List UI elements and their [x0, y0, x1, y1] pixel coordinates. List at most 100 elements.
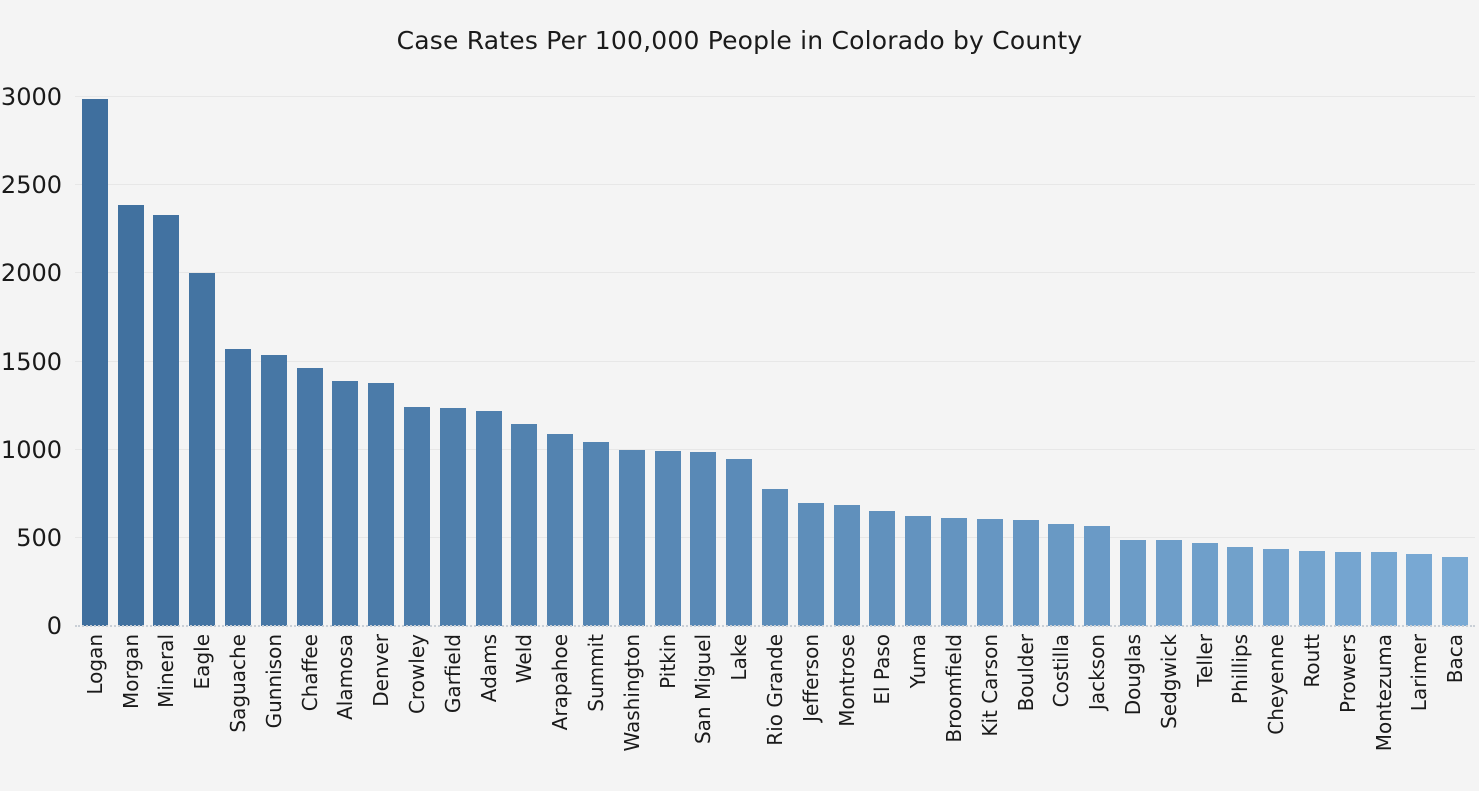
bar-column-montezuma: Montezuma — [1366, 97, 1402, 751]
x-tick: Prowers — [1336, 634, 1360, 713]
x-tick-label: Summit — [584, 634, 609, 712]
x-tick: Logan — [82, 634, 107, 695]
x-tick: Phillips — [1228, 634, 1252, 704]
x-tick: Jefferson — [798, 634, 823, 722]
bar-column-eagle: Eagle — [184, 97, 220, 689]
x-tick-label: Denver — [369, 634, 394, 707]
bar — [1084, 525, 1111, 626]
y-tick-label-3000: 3000 — [0, 83, 62, 111]
bar-column-arapahoe: Arapahoe — [542, 97, 578, 730]
plot-area: Logan Morgan Mineral Eagle Saguache Gunnison C… — [75, 96, 1475, 752]
x-tick-label: Yuma — [906, 634, 931, 689]
bar-column-cheyenne: Cheyenne — [1258, 97, 1294, 735]
bar-column-phillips: Phillips — [1223, 97, 1259, 704]
bar-column-baca: Baca — [1437, 97, 1473, 683]
x-tick-label: Chaffee — [297, 634, 322, 712]
gridline-2500 — [75, 184, 1475, 186]
bar-column-gunnison: Gunnison — [256, 97, 292, 728]
bar — [225, 349, 252, 626]
x-tick-label: Logan — [82, 634, 107, 695]
x-tick-label: Larimer — [1407, 634, 1432, 712]
x-tick-label: Montrose — [834, 634, 859, 727]
bar-column-san-miguel: San Miguel — [686, 97, 722, 744]
x-tick-label: Lake — [727, 634, 752, 681]
bar — [1191, 543, 1218, 626]
bar — [833, 505, 860, 626]
bar — [1406, 554, 1433, 626]
bar-column-summit: Summit — [578, 97, 614, 712]
x-tick: Washington — [620, 634, 644, 752]
bar-column-adams: Adams — [471, 97, 507, 702]
bar-column-washington: Washington — [614, 97, 650, 752]
bar — [260, 355, 287, 626]
bar — [368, 382, 395, 626]
bar — [583, 441, 610, 626]
bar-column-mineral: Mineral — [149, 97, 185, 708]
bar — [1298, 550, 1325, 626]
bar — [1263, 548, 1290, 626]
gridline-1500 — [75, 360, 1475, 362]
x-tick: San Miguel — [691, 634, 716, 745]
x-tick-label: San Miguel — [691, 634, 716, 745]
bar — [1334, 551, 1361, 626]
x-tick-label: Teller — [1192, 634, 1217, 687]
bar — [189, 273, 216, 626]
x-tick-label: Rio Grande — [763, 634, 788, 746]
bar-column-jackson: Jackson — [1079, 97, 1115, 710]
bar — [1120, 539, 1146, 626]
x-tick-label: Mineral — [154, 634, 179, 708]
x-tick: Costilla — [1049, 634, 1074, 708]
x-tick: Adams — [477, 634, 501, 702]
x-tick: Yuma — [906, 634, 931, 689]
bar — [511, 424, 538, 626]
x-tick: Cheyenne — [1264, 634, 1288, 735]
x-tick: Crowley — [405, 634, 430, 715]
bars-container: Logan Morgan Mineral Eagle Saguache Gunnison C… — [77, 97, 1473, 752]
x-tick-label: Montezuma — [1371, 634, 1396, 752]
bar — [762, 489, 789, 626]
bar-column-jefferson: Jefferson — [793, 97, 829, 722]
x-tick-label: Crowley — [405, 634, 430, 715]
bar — [1227, 546, 1254, 626]
bar-column-costilla: Costilla — [1044, 97, 1080, 707]
x-tick-label: Eagle — [190, 634, 215, 690]
bar — [941, 518, 968, 626]
x-tick: Broomfield — [942, 634, 967, 743]
x-tick: Rio Grande — [763, 634, 788, 746]
bar-column-broomfield: Broomfield — [936, 97, 972, 743]
x-tick-label: Pitkin — [655, 634, 680, 689]
x-tick: Summit — [584, 634, 609, 712]
bar — [690, 452, 717, 626]
x-tick-label: El Paso — [870, 634, 895, 705]
bar-column-weld: Weld — [507, 97, 543, 683]
x-tick: Pitkin — [655, 634, 680, 689]
x-tick-label: Jefferson — [798, 634, 823, 722]
bar — [296, 367, 323, 626]
bar — [1012, 520, 1039, 626]
bar — [976, 518, 1003, 626]
bar — [869, 510, 896, 626]
bar-column-alamosa: Alamosa — [328, 97, 364, 720]
x-tick: Sedgwick — [1157, 634, 1181, 729]
bar-column-larimer: Larimer — [1401, 97, 1437, 711]
y-tick-label-2500: 2500 — [0, 171, 62, 200]
bar — [475, 410, 502, 626]
x-tick: Alamosa — [333, 634, 357, 720]
x-tick-label: Baca — [1443, 634, 1468, 684]
x-tick-label: Garfield — [440, 634, 465, 714]
bar-column-el-paso: El Paso — [865, 97, 901, 705]
gridline-3000 — [75, 96, 1475, 97]
x-tick-label: Gunnison — [261, 634, 286, 729]
y-tick-label-500: 500 — [16, 523, 62, 552]
x-tick-label: Costilla — [1049, 634, 1074, 708]
x-tick: Eagle — [190, 634, 215, 690]
gridline-1000 — [75, 448, 1475, 450]
bar — [1155, 540, 1182, 626]
x-tick-label: Broomfield — [942, 634, 967, 743]
x-tick-label: Boulder — [1013, 634, 1038, 712]
bar-column-rio-grande: Rio Grande — [757, 97, 793, 746]
bar — [1048, 523, 1075, 626]
x-tick-label: Morgan — [118, 634, 143, 709]
bar — [797, 503, 824, 626]
bar-column-prowers: Prowers — [1330, 97, 1366, 713]
